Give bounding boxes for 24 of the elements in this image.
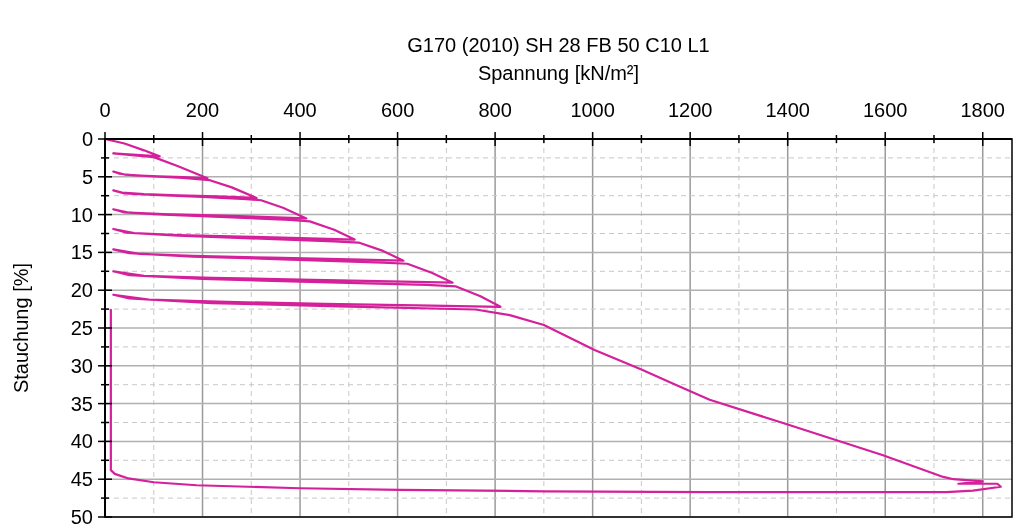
x-axis-title: Spannung [kN/m²] bbox=[477, 62, 640, 84]
y-tick-label: 45 bbox=[70, 468, 93, 491]
x-tick-label: 400 bbox=[283, 99, 317, 121]
x-tick-label: 600 bbox=[380, 99, 415, 121]
y-tick-label: 30 bbox=[70, 354, 93, 377]
y-tick-label: 15 bbox=[70, 241, 93, 264]
y-tick-label: 5 bbox=[81, 165, 93, 188]
x-tick-label: 200 bbox=[185, 99, 220, 121]
y-tick-label: 0 bbox=[81, 128, 93, 150]
x-tick-label: 1800 bbox=[960, 99, 1005, 121]
y-tick-label: 40 bbox=[70, 430, 93, 453]
x-tick-label: 1400 bbox=[765, 99, 810, 121]
y-tick-label: 10 bbox=[70, 203, 93, 226]
y-tick-label: 50 bbox=[70, 506, 93, 528]
y-tick-label: 35 bbox=[70, 392, 93, 415]
chart-title: G170 (2010) SH 28 FB 50 C10 L1 bbox=[407, 34, 710, 56]
x-tick-label: 1600 bbox=[862, 99, 908, 121]
x-tick-label: 1200 bbox=[667, 99, 713, 121]
y-tick-label: 20 bbox=[70, 279, 93, 302]
x-tick-label: 1000 bbox=[570, 99, 615, 121]
y-tick-label: 25 bbox=[70, 317, 93, 339]
x-tick-label: 0 bbox=[99, 99, 111, 121]
x-tick-label: 800 bbox=[478, 99, 512, 121]
y-axis-title: Stauchung [%] bbox=[10, 262, 32, 394]
